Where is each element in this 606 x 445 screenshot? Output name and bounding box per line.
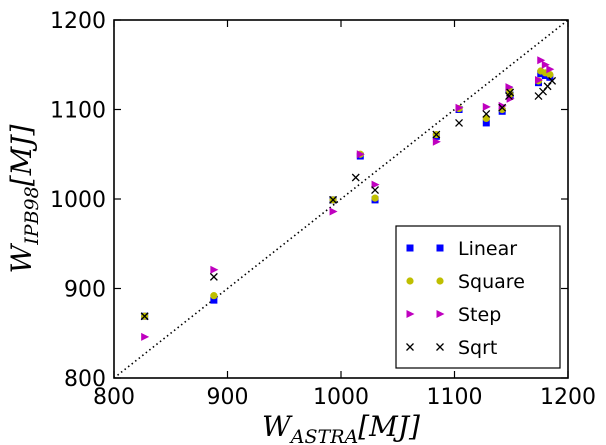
step-point [498, 101, 507, 110]
legend-entry-linear: Linear [406, 238, 517, 260]
legend-label-sqrt: Sqrt [458, 337, 497, 359]
legend-marker-sqrt [436, 343, 444, 351]
step-point [541, 60, 550, 69]
step-point [432, 137, 441, 146]
legend-marker-sqrt [406, 343, 414, 351]
plot-area [113, 19, 569, 379]
legend-marker-step [436, 310, 445, 318]
y-tick-label: 1100 [50, 99, 106, 124]
legend-label-linear: Linear [458, 238, 517, 260]
legend: Linear Square Step Sqrt [395, 225, 561, 369]
y-tick-label: 1000 [50, 188, 106, 213]
sqrt-point [432, 130, 441, 139]
step-point [329, 207, 338, 216]
step-point [210, 265, 219, 274]
step-point [534, 75, 543, 84]
step-point [356, 150, 365, 159]
step-point [455, 103, 464, 112]
x-tick-label: 1100 [427, 385, 483, 410]
sqrt-point [329, 195, 338, 204]
sqrt-point [371, 186, 380, 195]
y-tick-label: 800 [64, 367, 106, 392]
sqrt-point [498, 103, 507, 112]
legend-marker-linear [406, 244, 414, 252]
legend-marker-square [436, 277, 444, 285]
y-tick-label: 1200 [50, 9, 106, 34]
legend-label-square: Square [458, 271, 525, 293]
tick-labels: 800 900 1000 1100 1200 800 900 1000 1100 1200 [50, 9, 596, 410]
step-point [371, 180, 380, 189]
sqrt-point [482, 110, 491, 118]
legend-entry-square: Square [406, 271, 525, 293]
legend-entry-sqrt: Sqrt [406, 337, 497, 359]
y-axis-title: WIPB98[MJ] [5, 124, 43, 273]
x-tick-label: 1000 [313, 385, 369, 410]
x-tick-label: 900 [207, 385, 249, 410]
square-point [546, 70, 554, 79]
sqrt-point [209, 272, 218, 281]
sqrt-point [140, 312, 149, 321]
sqrt-point [548, 76, 557, 85]
sqrt-point [455, 118, 463, 127]
legend-marker-step [406, 310, 415, 318]
reference-line [113, 19, 569, 379]
y-tick-label: 900 [64, 278, 106, 303]
x-axis-title: WASTRA[MJ] [262, 410, 420, 445]
legend-entry-step: Step [406, 304, 501, 326]
step-point [141, 332, 150, 341]
linear-point [210, 296, 218, 304]
legend-label-step: Step [458, 304, 501, 326]
legend-marker-square [406, 277, 414, 285]
series-sqrt [140, 76, 557, 321]
step-point [537, 56, 546, 65]
x-tick-label: 1200 [540, 385, 596, 410]
legend-marker-linear [436, 244, 444, 252]
square-point [210, 292, 218, 300]
x-tick-label: 800 [93, 385, 135, 410]
axis-titles: WASTRA[MJ] WIPB98[MJ] [5, 124, 420, 445]
step-point [482, 102, 491, 111]
square-point [371, 194, 379, 202]
linear-point [482, 119, 490, 127]
sqrt-point [351, 173, 360, 182]
sqrt-point [506, 88, 515, 97]
step-point [546, 65, 555, 74]
legend-box [395, 225, 561, 369]
